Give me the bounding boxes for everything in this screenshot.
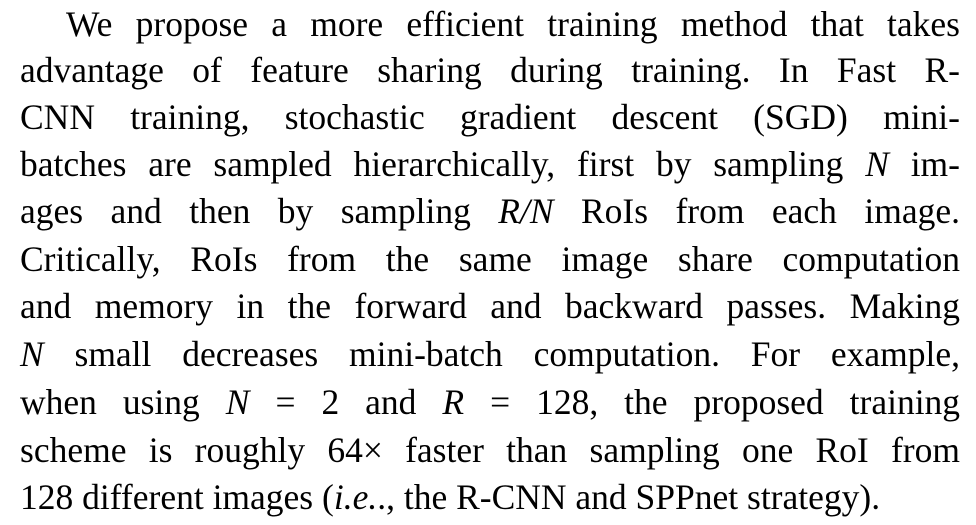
math-expression-r-over-n: R/N [498, 191, 554, 231]
paragraph-line: N small decreases mini-batch computation… [20, 330, 960, 378]
paragraph-line: and memory in the forward and backward p… [20, 282, 960, 330]
math-variable-n: N [20, 334, 44, 374]
italic-abbreviation: i.e. [333, 477, 378, 517]
line-text: when using [20, 382, 200, 422]
paragraph-line: when using N = 2 and R = 128, the propos… [20, 378, 960, 426]
line-text: ., the R-CNN and SPPnet strategy). [377, 477, 881, 517]
line-text: = 2 and [275, 382, 417, 422]
math-variable-r: R [442, 382, 465, 422]
paragraph-line: CNN training, stochastic gradient descen… [20, 93, 960, 141]
math-variable-n: N [865, 144, 889, 184]
line-text: 128 different images ( [20, 477, 334, 517]
paragraph-line: advantage of feature sharing during trai… [20, 46, 960, 94]
paragraph-line: 128 different images (i.e.., the R-CNN a… [20, 473, 960, 521]
line-text: and memory in the forward and backward p… [20, 286, 960, 326]
paragraph-line: Critically, RoIs from the same image sha… [20, 235, 960, 283]
line-text: small decreases mini-batch computation. … [74, 334, 961, 374]
paragraph-line: scheme is roughly 64× faster than sampli… [20, 426, 960, 474]
line-text: scheme is roughly 64× faster than sampli… [20, 430, 960, 470]
line-text: We propose a more efficient training met… [66, 4, 960, 44]
line-text: CNN training, stochastic gradient descen… [20, 97, 960, 137]
line-text: Critically, RoIs from the same image sha… [20, 239, 960, 279]
paragraph-line: We propose a more efficient training met… [66, 0, 960, 48]
math-variable-n: N [225, 382, 250, 422]
line-text: RoIs from each image. [580, 191, 960, 231]
line-text: im- [910, 144, 960, 184]
line-text: ages and then by sampling [20, 191, 471, 231]
line-text: advantage of feature sharing during trai… [20, 50, 960, 90]
line-text: = 128, the proposed training [490, 382, 961, 422]
paragraph-line: batches are sampled hierarchically, firs… [20, 140, 960, 188]
line-text: batches are sampled hierarchically, firs… [20, 144, 844, 184]
paragraph-line: ages and then by sampling R/N RoIs from … [20, 187, 960, 235]
